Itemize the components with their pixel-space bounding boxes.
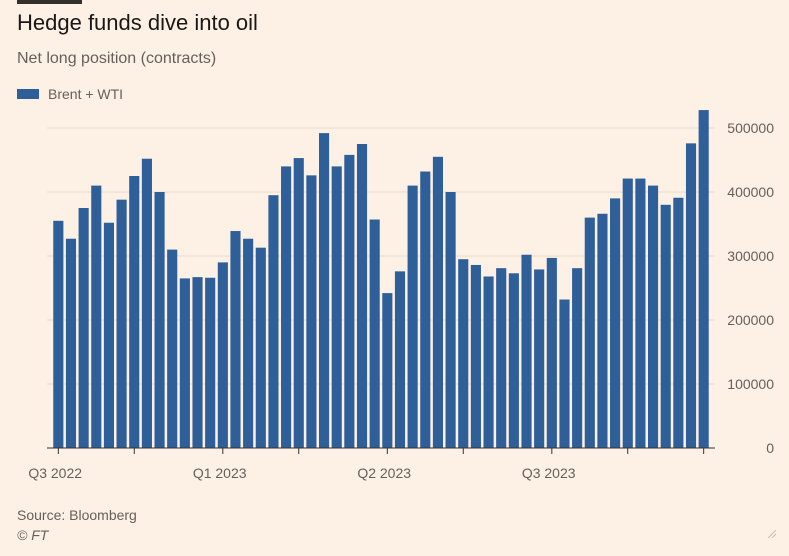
bar: [648, 185, 659, 448]
x-axis-labels: Q3 2022 Q1 2023 Q2 2023 Q3 2023: [28, 465, 575, 481]
x-tick-label: Q2 2023: [357, 465, 411, 481]
ft-brand-bar: [17, 0, 82, 4]
bar: [534, 269, 545, 448]
y-tick-label: 400000: [727, 184, 774, 200]
bar: [483, 276, 494, 448]
bar: [458, 259, 469, 448]
y-tick-label: 0: [766, 440, 774, 456]
bar: [394, 271, 406, 448]
x-tick-label: Q3 2022: [28, 465, 82, 481]
bar: [293, 158, 304, 448]
y-tick-label: 500000: [727, 120, 774, 136]
bar: [597, 213, 608, 448]
bar: [432, 156, 443, 449]
bar: [584, 217, 595, 448]
bar: [141, 158, 152, 448]
bar: [319, 133, 330, 448]
bar: [268, 195, 279, 448]
bar: [546, 257, 557, 448]
bar: [103, 222, 114, 448]
legend-label: Brent + WTI: [48, 86, 124, 102]
bar: [344, 154, 355, 448]
x-axis: [47, 447, 715, 454]
y-tick-label: 300000: [727, 248, 774, 264]
bar: [445, 192, 456, 448]
chart-legend: Brent + WTI: [17, 86, 123, 102]
source-note: Source: Bloomberg: [17, 507, 137, 523]
copyright-note: © FT: [17, 527, 49, 543]
bar: [255, 247, 266, 448]
bar: [470, 264, 481, 448]
bar: [205, 277, 216, 448]
y-tick-label: 100000: [727, 376, 774, 392]
chart-subtitle: Net long position (contracts): [17, 50, 217, 67]
bar: [356, 144, 368, 448]
bar: [192, 277, 203, 448]
bar: [116, 199, 127, 448]
bar: [572, 268, 583, 448]
bar: [65, 238, 77, 448]
bar: [331, 166, 342, 448]
bar: [306, 175, 317, 449]
x-tick-label: Q1 2023: [193, 465, 247, 481]
bar: [129, 176, 140, 448]
bars: [53, 110, 709, 449]
bar: [382, 293, 393, 448]
bar: [167, 249, 178, 448]
bar: [78, 208, 89, 448]
chart-title: Hedge funds dive into oil: [17, 10, 258, 35]
bar: [154, 192, 165, 448]
bar: [179, 278, 190, 448]
bar: [407, 185, 418, 448]
bar: [53, 220, 64, 448]
y-axis-labels: 0 100000 200000 300000 400000 500000: [727, 120, 774, 456]
bar: [622, 178, 633, 448]
resize-handle-icon: [767, 529, 776, 538]
bar: [635, 178, 646, 448]
bar: [521, 254, 532, 448]
bar: [230, 231, 241, 448]
bar: [369, 219, 380, 448]
bar: [420, 171, 431, 448]
bar: [660, 204, 671, 448]
y-tick-label: 200000: [727, 312, 774, 328]
bar: [217, 262, 228, 448]
bar: [698, 110, 709, 448]
bar: [559, 299, 570, 448]
bar: [508, 273, 519, 448]
bar: [281, 166, 292, 448]
legend-swatch: [17, 89, 39, 99]
x-tick-label: Q3 2023: [522, 465, 576, 481]
bar: [91, 185, 102, 448]
bar: [610, 198, 621, 448]
bar: [496, 268, 507, 448]
bar: [673, 197, 684, 448]
bar: [685, 143, 697, 449]
bar: [243, 238, 254, 448]
